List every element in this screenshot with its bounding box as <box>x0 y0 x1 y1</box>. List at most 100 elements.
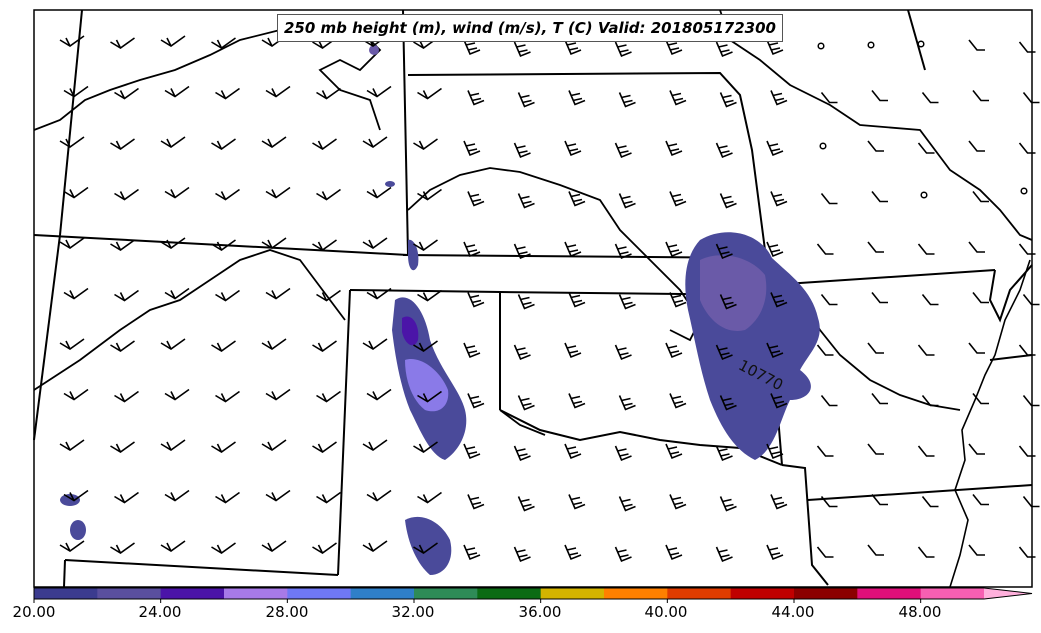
wind-barb <box>312 239 337 251</box>
wind-barb <box>766 443 784 460</box>
wind-barb <box>568 393 586 409</box>
wind-barb <box>517 294 535 310</box>
wind-barb <box>164 186 190 199</box>
wind-barb <box>618 193 636 209</box>
wind-barb <box>766 140 784 157</box>
wind-barb <box>820 395 838 407</box>
colorbar-segment <box>414 588 478 599</box>
wind-barb <box>917 243 935 255</box>
wind-barb <box>59 439 85 451</box>
wind-barb <box>614 445 632 462</box>
wind-barb <box>513 142 531 159</box>
wind-barb <box>618 92 636 108</box>
colorbar-segment <box>160 588 225 599</box>
wind-barb <box>164 388 190 401</box>
wind-barb <box>770 90 788 106</box>
colorbar-tick-label: 28.00 <box>265 603 309 621</box>
wind-barb <box>1022 294 1040 306</box>
wind-barb <box>1018 344 1036 356</box>
wind-barb <box>110 37 135 49</box>
wind-barb <box>867 241 884 253</box>
wind-barb <box>316 289 341 302</box>
wind-barb <box>968 544 985 556</box>
wind-barb <box>871 494 888 506</box>
colorbar-segment <box>667 588 732 599</box>
shade-region-central-dark <box>402 316 419 346</box>
wind-barb <box>820 496 838 508</box>
colorbar-outline <box>33 587 1033 600</box>
wind-barb <box>160 237 186 249</box>
shade-region-north <box>408 239 419 271</box>
wind-barb <box>517 92 535 108</box>
colorbar-extend-arrow <box>984 588 1032 599</box>
colorbar-segment <box>794 588 858 599</box>
wind-barb <box>816 445 834 457</box>
wind-barb <box>59 237 85 249</box>
wind-barb <box>614 41 632 58</box>
wind-barb <box>160 136 186 148</box>
wind-barb <box>770 494 788 510</box>
map-title: 250 mb height (m), wind (m/s), T (C) Val… <box>277 14 783 42</box>
colorbar-segment <box>730 588 795 599</box>
wind-barb <box>463 241 481 258</box>
calm-circles <box>817 40 1028 199</box>
wind-barb <box>362 136 388 148</box>
wind-barb <box>564 241 582 258</box>
wind-barb <box>715 142 733 159</box>
wind-barb <box>614 243 632 260</box>
wind-barb <box>63 388 89 401</box>
wind-barb <box>867 342 884 354</box>
wind-barb <box>312 542 337 554</box>
wind-barb <box>669 494 687 510</box>
wind-barb <box>568 90 586 106</box>
colorbar-segment <box>857 588 922 599</box>
wind-barb <box>366 287 392 300</box>
wind-barb <box>265 85 291 98</box>
wind-barb <box>921 294 939 306</box>
wind-barb <box>867 544 884 556</box>
colorbar-tick-label: 48.00 <box>898 603 942 621</box>
wind-barb <box>614 546 632 563</box>
wind-barb <box>463 544 481 561</box>
colorbar-segment <box>34 588 98 599</box>
wind-barb <box>517 496 535 512</box>
wind-barb <box>59 540 85 552</box>
wind-barb <box>215 491 240 504</box>
colorbar-segment <box>604 588 668 599</box>
wind-barb <box>261 338 287 350</box>
shade-region-east-core <box>700 255 767 331</box>
wind-barb <box>719 92 737 108</box>
wind-barb <box>770 292 788 308</box>
wind-barb <box>972 494 989 506</box>
wind-barb <box>417 87 442 100</box>
wind-barb <box>265 186 291 199</box>
wind-barb <box>63 287 89 300</box>
wind-barb <box>413 138 438 150</box>
wind-barb <box>715 344 733 361</box>
wind-barb <box>564 443 582 460</box>
wind-barb <box>215 87 240 100</box>
wind-barb <box>968 241 985 253</box>
wind-barbs <box>59 35 1040 563</box>
wind-barb <box>63 186 89 199</box>
wind-barb <box>719 193 737 209</box>
wind-barb <box>1018 243 1036 255</box>
wind-barb <box>261 540 287 552</box>
wind-barb <box>968 39 985 51</box>
colorbar-tick-label: 36.00 <box>518 603 562 621</box>
wind-barb <box>917 344 935 356</box>
wind-barb <box>366 85 392 98</box>
wind-barb <box>972 393 989 405</box>
wind-barb <box>261 439 287 451</box>
wind-barb <box>160 338 186 350</box>
wind-barb <box>871 90 888 102</box>
wind-barb <box>719 294 737 310</box>
wind-barb <box>467 292 485 308</box>
plot-frame <box>33 9 1033 588</box>
wind-barb <box>968 443 985 455</box>
wind-barb <box>513 243 531 260</box>
wind-barb <box>820 92 838 104</box>
wind-barb <box>568 292 586 308</box>
wind-barb <box>467 191 485 207</box>
wind-barb <box>417 289 442 302</box>
